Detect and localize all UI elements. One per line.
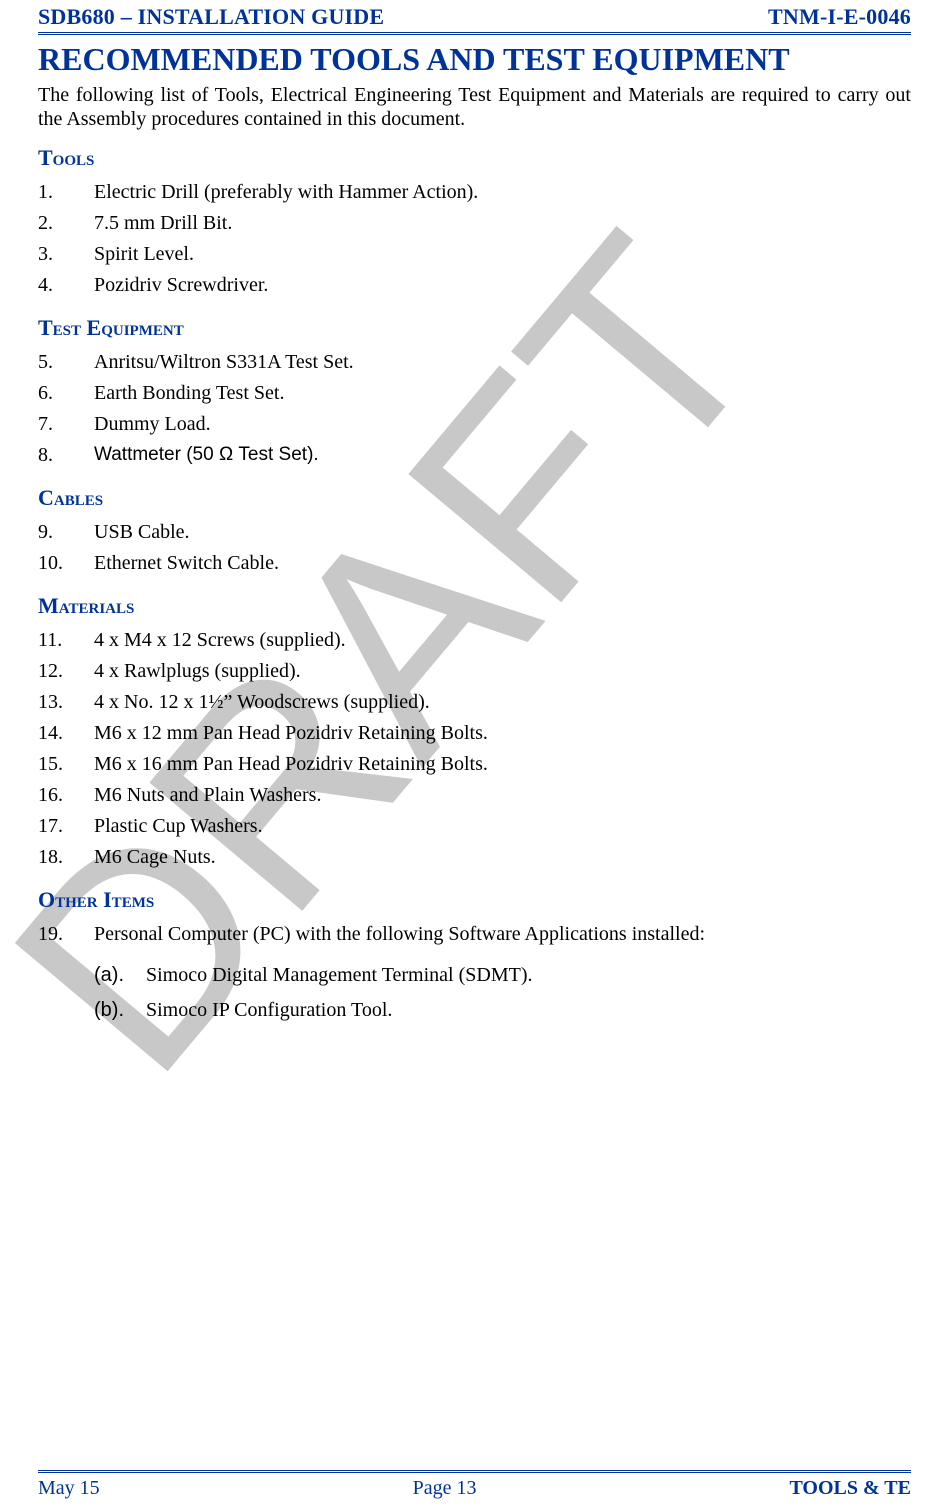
item-number: 16. [38, 784, 94, 807]
item-text: M6 Nuts and Plain Washers. [94, 784, 321, 807]
list-item: 13.4 x No. 12 x 1½” Woodscrews (supplied… [38, 687, 911, 718]
item-text: M6 x 16 mm Pan Head Pozidriv Retaining B… [94, 753, 488, 776]
item-number: 2. [38, 212, 94, 235]
subitem-text: Simoco Digital Management Terminal (SDMT… [146, 964, 533, 987]
item-number: 11. [38, 629, 94, 652]
intro-paragraph: The following list of Tools, Electrical … [38, 84, 911, 131]
list-item: 14.M6 x 12 mm Pan Head Pozidriv Retainin… [38, 718, 911, 749]
list-item: 17.Plastic Cup Washers. [38, 811, 911, 842]
tools-list: 1.Electric Drill (preferably with Hammer… [38, 177, 911, 301]
page-title: RECOMMENDED TOOLS AND TEST EQUIPMENT [38, 41, 911, 78]
item-number: 10. [38, 552, 94, 575]
subitem-marker: (a). [94, 964, 146, 987]
item-text: Spirit Level. [94, 243, 194, 266]
header-rule [38, 32, 911, 35]
list-item: 19.Personal Computer (PC) with the follo… [38, 919, 911, 950]
item-number: 18. [38, 846, 94, 869]
item-text: M6 Cage Nuts. [94, 846, 216, 869]
list-item: 1.Electric Drill (preferably with Hammer… [38, 177, 911, 208]
section-heading-materials: Materials [38, 593, 911, 619]
item-number: 15. [38, 753, 94, 776]
item-number: 19. [38, 923, 94, 946]
list-item: 6.Earth Bonding Test Set. [38, 378, 911, 409]
item-number: 4. [38, 274, 94, 297]
item-number: 9. [38, 521, 94, 544]
item-text: 4 x No. 12 x 1½” Woodscrews (supplied). [94, 691, 430, 714]
item-number: 6. [38, 382, 94, 405]
item-text: M6 x 12 mm Pan Head Pozidriv Retaining B… [94, 722, 488, 745]
list-item: 18.M6 Cage Nuts. [38, 842, 911, 873]
item-number: 13. [38, 691, 94, 714]
item-text: USB Cable. [94, 521, 190, 544]
cables-list: 9.USB Cable. 10.Ethernet Switch Cable. [38, 517, 911, 579]
footer-left: May 15 [38, 1477, 100, 1500]
section-heading-cables: Cables [38, 485, 911, 511]
list-item: 16.M6 Nuts and Plain Washers. [38, 780, 911, 811]
page-header: SDB680 – INSTALLATION GUIDE TNM-I-E-0046 [38, 0, 911, 30]
item-text: 7.5 mm Drill Bit. [94, 212, 232, 235]
sublist-item: (a).Simoco Digital Management Terminal (… [38, 958, 911, 993]
list-item: 10.Ethernet Switch Cable. [38, 548, 911, 579]
item-number: 3. [38, 243, 94, 266]
materials-list: 11.4 x M4 x 12 Screws (supplied). 12.4 x… [38, 625, 911, 873]
item-text: Electric Drill (preferably with Hammer A… [94, 181, 478, 204]
item-text: Dummy Load. [94, 413, 211, 436]
item-text: Pozidriv Screwdriver. [94, 274, 268, 297]
list-item: 2.7.5 mm Drill Bit. [38, 208, 911, 239]
subitem-marker: (b). [94, 999, 146, 1022]
item-text: Wattmeter (50 Ω Test Set). [94, 444, 319, 467]
list-item: 15.M6 x 16 mm Pan Head Pozidriv Retainin… [38, 749, 911, 780]
header-right: TNM-I-E-0046 [768, 4, 911, 30]
section-heading-other-items: Other Items [38, 887, 911, 913]
list-item: 5.Anritsu/Wiltron S331A Test Set. [38, 347, 911, 378]
item-number: 17. [38, 815, 94, 838]
section-heading-test-equipment: Test Equipment [38, 315, 911, 341]
item-text: Ethernet Switch Cable. [94, 552, 279, 575]
other-items-list: 19.Personal Computer (PC) with the follo… [38, 919, 911, 950]
item-number: 14. [38, 722, 94, 745]
test-equipment-list: 5.Anritsu/Wiltron S331A Test Set. 6.Eart… [38, 347, 911, 471]
footer-rule [38, 1470, 911, 1473]
item-text: 4 x M4 x 12 Screws (supplied). [94, 629, 346, 652]
footer-center: Page 13 [413, 1477, 477, 1500]
item-number: 7. [38, 413, 94, 436]
item-text: Anritsu/Wiltron S331A Test Set. [94, 351, 354, 374]
list-item: 7.Dummy Load. [38, 409, 911, 440]
list-item: 11.4 x M4 x 12 Screws (supplied). [38, 625, 911, 656]
page-footer: May 15 Page 13 TOOLS & TE [38, 1468, 911, 1500]
item-number: 5. [38, 351, 94, 374]
item-text: Plastic Cup Washers. [94, 815, 263, 838]
list-item: 9.USB Cable. [38, 517, 911, 548]
section-heading-tools: Tools [38, 145, 911, 171]
item-text: Personal Computer (PC) with the followin… [94, 923, 705, 946]
item-number: 12. [38, 660, 94, 683]
other-items-sublist: (a).Simoco Digital Management Terminal (… [38, 958, 911, 1028]
header-left: SDB680 – INSTALLATION GUIDE [38, 4, 384, 30]
footer-right: TOOLS & TE [789, 1477, 911, 1500]
list-item: 8.Wattmeter (50 Ω Test Set). [38, 440, 911, 471]
item-text: Earth Bonding Test Set. [94, 382, 284, 405]
list-item: 3.Spirit Level. [38, 239, 911, 270]
sublist-item: (b).Simoco IP Configuration Tool. [38, 993, 911, 1028]
list-item: 12.4 x Rawlplugs (supplied). [38, 656, 911, 687]
item-number: 1. [38, 181, 94, 204]
item-number: 8. [38, 444, 94, 467]
subitem-text: Simoco IP Configuration Tool. [146, 999, 392, 1022]
list-item: 4.Pozidriv Screwdriver. [38, 270, 911, 301]
item-text: 4 x Rawlplugs (supplied). [94, 660, 301, 683]
